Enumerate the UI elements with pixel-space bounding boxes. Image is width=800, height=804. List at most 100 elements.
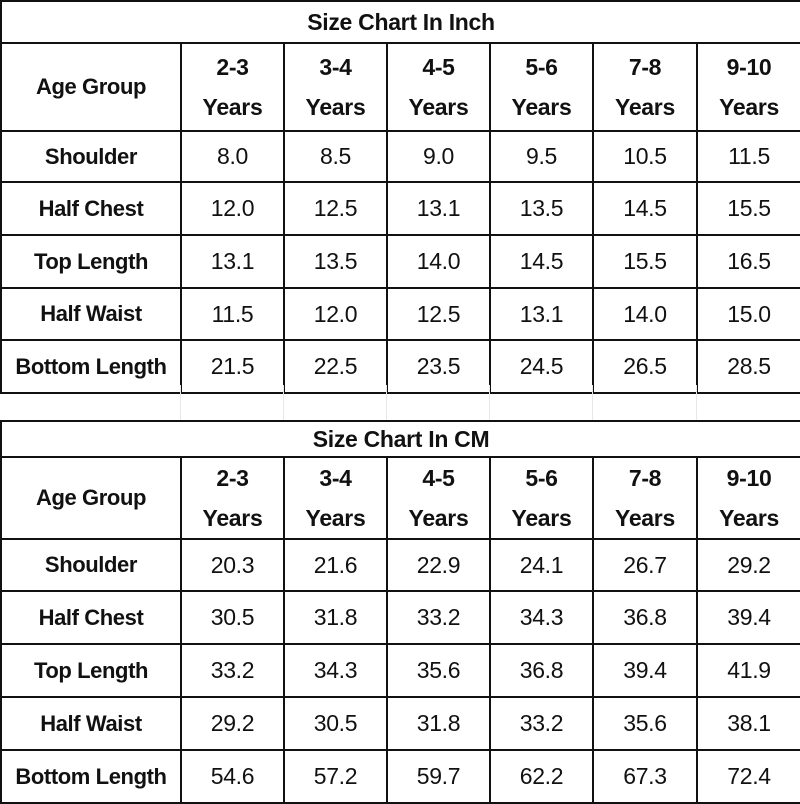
table-row: Bottom Length 54.6 57.2 59.7 62.2 67.3 7… (0, 749, 800, 804)
table-row: Top Length 13.1 13.5 14.0 14.5 15.5 16.5 (0, 234, 800, 289)
table-cell: 12.5 (283, 181, 388, 236)
table-cell: 13.1 (489, 287, 594, 341)
table-row: Shoulder 20.3 21.6 22.9 24.1 26.7 29.2 (0, 538, 800, 592)
table-cell: 14.5 (592, 181, 698, 236)
table-cell: 33.2 (180, 643, 285, 698)
table-cell: 12.0 (283, 287, 388, 341)
table-cell: 12.5 (386, 287, 491, 341)
measurement-label: Top Length (0, 643, 182, 698)
age-column-header: 3-4 Years (283, 456, 388, 540)
table-cell: 33.2 (386, 590, 491, 645)
table-cell: 14.0 (592, 287, 698, 341)
size-chart-inch-table: Size Chart In Inch Age Group 2-3 Years 3-… (0, 0, 800, 394)
age-column-header: 7-8 Years (592, 456, 698, 540)
table-cell: 39.4 (695, 590, 800, 645)
table-cell: 34.3 (283, 643, 388, 698)
table-cell: 9.0 (386, 130, 491, 183)
table-cell: 9.5 (489, 130, 594, 183)
table-row: Half Waist 11.5 12.0 12.5 13.1 14.0 15.0 (0, 287, 800, 341)
table-cell: 21.6 (283, 538, 388, 592)
measurement-label: Shoulder (0, 538, 182, 592)
table-cell: 8.5 (283, 130, 388, 183)
table-cell: 15.5 (695, 181, 800, 236)
table-cell: 28.5 (695, 339, 800, 394)
table-cell: 31.8 (386, 696, 491, 751)
table-row: Shoulder 8.0 8.5 9.0 9.5 10.5 11.5 (0, 130, 800, 183)
age-column-header: 4-5 Years (386, 42, 491, 132)
table-cell: 26.5 (592, 339, 698, 394)
table-separator-gap (0, 385, 800, 420)
table-cell: 11.5 (695, 130, 800, 183)
age-column-header: 5-6 Years (489, 42, 594, 132)
table-cell: 15.5 (592, 234, 698, 289)
measurement-label: Shoulder (0, 130, 182, 183)
table-cell: 30.5 (180, 590, 285, 645)
table-cell: 34.3 (489, 590, 594, 645)
measurement-label: Bottom Length (0, 749, 182, 804)
table-cell: 72.4 (695, 749, 800, 804)
table-row: Half Waist 29.2 30.5 31.8 33.2 35.6 38.1 (0, 696, 800, 751)
age-column-header: 2-3 Years (180, 42, 285, 132)
table-cell: 26.7 (592, 538, 698, 592)
header-row: Age Group 2-3 Years 3-4 Years 4-5 Years 5-6… (0, 456, 800, 540)
table-cell: 10.5 (592, 130, 698, 183)
table-cell: 23.5 (386, 339, 491, 394)
table-title: Size Chart In Inch (0, 0, 800, 44)
age-column-header: 2-3 Years (180, 456, 285, 540)
table-cell: 29.2 (695, 538, 800, 592)
table-row: Half Chest 30.5 31.8 33.2 34.3 36.8 39.4 (0, 590, 800, 645)
age-column-header: 3-4 Years (283, 42, 388, 132)
table-cell: 39.4 (592, 643, 698, 698)
table-cell: 62.2 (489, 749, 594, 804)
table-cell: 15.0 (695, 287, 800, 341)
table-cell: 13.1 (386, 181, 491, 236)
table-cell: 33.2 (489, 696, 594, 751)
table-cell: 20.3 (180, 538, 285, 592)
table-cell: 8.0 (180, 130, 285, 183)
table-cell: 21.5 (180, 339, 285, 394)
table-cell: 67.3 (592, 749, 698, 804)
table-cell: 24.5 (489, 339, 594, 394)
table-cell: 54.6 (180, 749, 285, 804)
measurement-label: Half Chest (0, 181, 182, 236)
table-row: Half Chest 12.0 12.5 13.1 13.5 14.5 15.5 (0, 181, 800, 236)
age-group-label: Age Group (0, 456, 182, 540)
table-row: Top Length 33.2 34.3 35.6 36.8 39.4 41.9 (0, 643, 800, 698)
table-title: Size Chart In CM (0, 420, 800, 458)
measurement-label: Half Chest (0, 590, 182, 645)
header-row: Age Group 2-3 Years 3-4 Years 4-5 Years 5-6… (0, 42, 800, 132)
table-cell: 13.1 (180, 234, 285, 289)
table-cell: 16.5 (695, 234, 800, 289)
table-cell: 13.5 (283, 234, 388, 289)
table-cell: 12.0 (180, 181, 285, 236)
age-column-header: 4-5 Years (386, 456, 491, 540)
measurement-label: Top Length (0, 234, 182, 289)
measurement-label: Bottom Length (0, 339, 182, 394)
age-column-header: 5-6 Years (489, 456, 594, 540)
table-cell: 36.8 (592, 590, 698, 645)
measurement-label: Half Waist (0, 287, 182, 341)
table-cell: 36.8 (489, 643, 594, 698)
table-cell: 22.9 (386, 538, 491, 592)
table-cell: 13.5 (489, 181, 594, 236)
table-cell: 24.1 (489, 538, 594, 592)
age-column-header: 9-10 Years (695, 42, 800, 132)
table-row: Bottom Length 21.5 22.5 23.5 24.5 26.5 2… (0, 339, 800, 394)
table-cell: 59.7 (386, 749, 491, 804)
table-cell: 35.6 (386, 643, 491, 698)
table-cell: 35.6 (592, 696, 698, 751)
measurement-label: Half Waist (0, 696, 182, 751)
table-cell: 41.9 (695, 643, 800, 698)
age-column-header: 9-10 Years (695, 456, 800, 540)
table-cell: 14.0 (386, 234, 491, 289)
table-cell: 30.5 (283, 696, 388, 751)
table-cell: 22.5 (283, 339, 388, 394)
age-group-label: Age Group (0, 42, 182, 132)
table-cell: 57.2 (283, 749, 388, 804)
age-column-header: 7-8 Years (592, 42, 698, 132)
table-cell: 14.5 (489, 234, 594, 289)
size-chart-cm-table: Size Chart In CM Age Group 2-3 Years 3-4 Y… (0, 420, 800, 804)
table-cell: 29.2 (180, 696, 285, 751)
table-cell: 31.8 (283, 590, 388, 645)
table-cell: 11.5 (180, 287, 285, 341)
